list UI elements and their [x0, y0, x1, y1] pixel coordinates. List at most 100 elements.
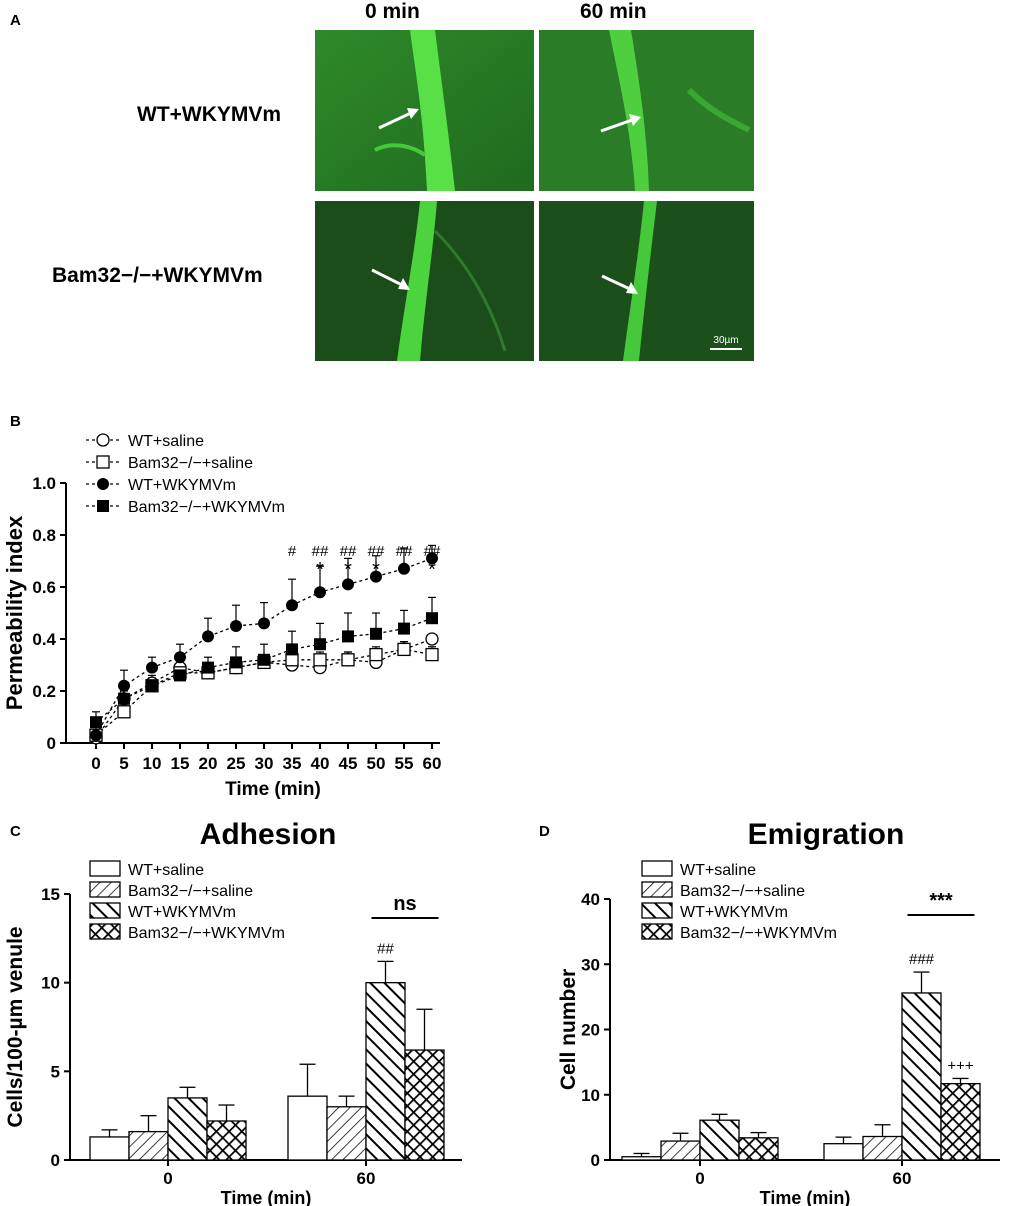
- x-tick-label: 15: [171, 754, 190, 773]
- legend-marker: [97, 500, 109, 512]
- legend-marker: [97, 478, 109, 490]
- legend-swatch: [89, 860, 121, 877]
- data-point: [118, 679, 130, 692]
- legend-label: Bam32−/−+saline: [680, 883, 805, 900]
- y-axis-label: Cell number: [557, 969, 580, 1090]
- x-tick-label: 60: [423, 754, 442, 773]
- significance-mark: *: [400, 559, 408, 581]
- legend-swatch: [89, 923, 121, 940]
- x-tick-label: 10: [143, 754, 162, 773]
- significance-label: ***: [929, 890, 953, 912]
- data-point: [90, 729, 102, 742]
- legend-swatch: [641, 860, 673, 877]
- scale-bar-label: 30µm: [713, 335, 739, 346]
- adhesion-chart: Adhesion 0 5 10 15 Cells/100-µm venule Time (m…: [4, 818, 462, 1206]
- data-point: [398, 562, 410, 575]
- significance-label: ns: [393, 893, 416, 915]
- bar: [206, 1120, 247, 1161]
- data-point: [425, 632, 439, 646]
- panel-a-label: A: [10, 12, 21, 29]
- legend-marker: [96, 455, 110, 469]
- x-tick-label: 60: [357, 1169, 376, 1188]
- legend-swatch: [641, 881, 673, 898]
- data-point: [174, 669, 186, 682]
- legend-label: WT+saline: [680, 862, 756, 879]
- data-point: [341, 653, 355, 667]
- data-point: [202, 630, 214, 643]
- legend-label: WT+WKYMVm: [128, 904, 236, 921]
- micrograph-wt-60min: [539, 30, 754, 191]
- y-axis-label: Cells/100-µm venule: [4, 926, 27, 1127]
- chart-title: Adhesion: [200, 818, 337, 851]
- bar: [128, 1130, 169, 1161]
- legend-label: WT+saline: [128, 862, 204, 879]
- x-tick-label: 60: [893, 1169, 912, 1188]
- data-point: [118, 692, 130, 705]
- column-title-0min: 0 min: [365, 0, 420, 23]
- y-tick-label: 40: [581, 890, 600, 909]
- x-axis-label: Time (min): [760, 1188, 851, 1206]
- panel-c-label: C: [10, 823, 21, 840]
- legend-marker: [96, 433, 110, 447]
- row-label-bam32: Bam32−/−+WKYMVm: [52, 264, 263, 287]
- x-tick-label: 5: [119, 754, 128, 773]
- y-tick-label: 0: [47, 734, 56, 753]
- data-point: [117, 705, 131, 719]
- data-point: [285, 653, 299, 667]
- bar: [287, 1095, 328, 1161]
- significance-mark: #: [288, 543, 297, 560]
- x-tick-label: 35: [283, 754, 302, 773]
- significance-mark: +++: [947, 1057, 974, 1074]
- bar: [738, 1137, 779, 1161]
- data-point: [286, 643, 298, 656]
- bar: [660, 1140, 701, 1161]
- bar: [823, 1143, 864, 1161]
- legend-label: Bam32−/−+saline: [128, 883, 253, 900]
- y-tick-label: 0.6: [32, 578, 56, 597]
- data-point: [370, 570, 382, 583]
- data-point: [258, 617, 270, 630]
- x-tick-label: 0: [91, 754, 100, 773]
- micrograph-wt-0min: [315, 30, 534, 191]
- significance-mark: ##: [396, 543, 413, 560]
- micrograph-bam32-0min: [315, 201, 534, 361]
- legend-label: Bam32−/−+WKYMVm: [680, 925, 837, 942]
- y-tick-label: 5: [51, 1062, 60, 1081]
- significance-mark: ##: [368, 543, 385, 560]
- data-point: [314, 638, 326, 651]
- data-point: [425, 647, 439, 662]
- data-point: [342, 578, 354, 591]
- legend-label: Bam32−/−+WKYMVm: [128, 925, 285, 942]
- panel-b-label: B: [10, 413, 21, 430]
- y-tick-label: 1.0: [32, 474, 56, 493]
- significance-mark: ##: [424, 543, 441, 560]
- x-tick-label: 45: [339, 754, 358, 773]
- significance-mark: ##: [312, 543, 329, 560]
- data-point: [174, 651, 186, 664]
- data-point: [426, 612, 438, 625]
- x-tick-label: 25: [227, 754, 246, 773]
- significance-mark: *: [344, 559, 352, 581]
- data-point: [398, 622, 410, 635]
- bar: [862, 1135, 903, 1161]
- data-point: [426, 552, 438, 565]
- y-tick-label: 20: [581, 1021, 600, 1040]
- x-tick-label: 40: [311, 754, 330, 773]
- bar: [89, 1136, 130, 1161]
- bar: [326, 1106, 367, 1161]
- legend-swatch: [89, 902, 121, 919]
- legend-label: Bam32−/−+saline: [128, 455, 253, 472]
- significance-mark: *: [316, 559, 324, 581]
- data-point: [146, 679, 158, 692]
- data-point: [342, 630, 354, 643]
- data-point: [202, 661, 214, 674]
- legend-label: WT+WKYMVm: [680, 904, 788, 921]
- bar: [621, 1156, 662, 1161]
- bar: [167, 1097, 208, 1161]
- data-point: [146, 661, 158, 674]
- y-tick-label: 0.2: [32, 682, 56, 701]
- legend-swatch: [641, 923, 673, 940]
- x-axis-label: Time (min): [225, 779, 321, 800]
- permeability-chart: 00.20.40.60.81.00 5 10 15 20 25 30 35 40 45 50 55 60…: [2, 433, 442, 800]
- y-tick-label: 10: [581, 1086, 600, 1105]
